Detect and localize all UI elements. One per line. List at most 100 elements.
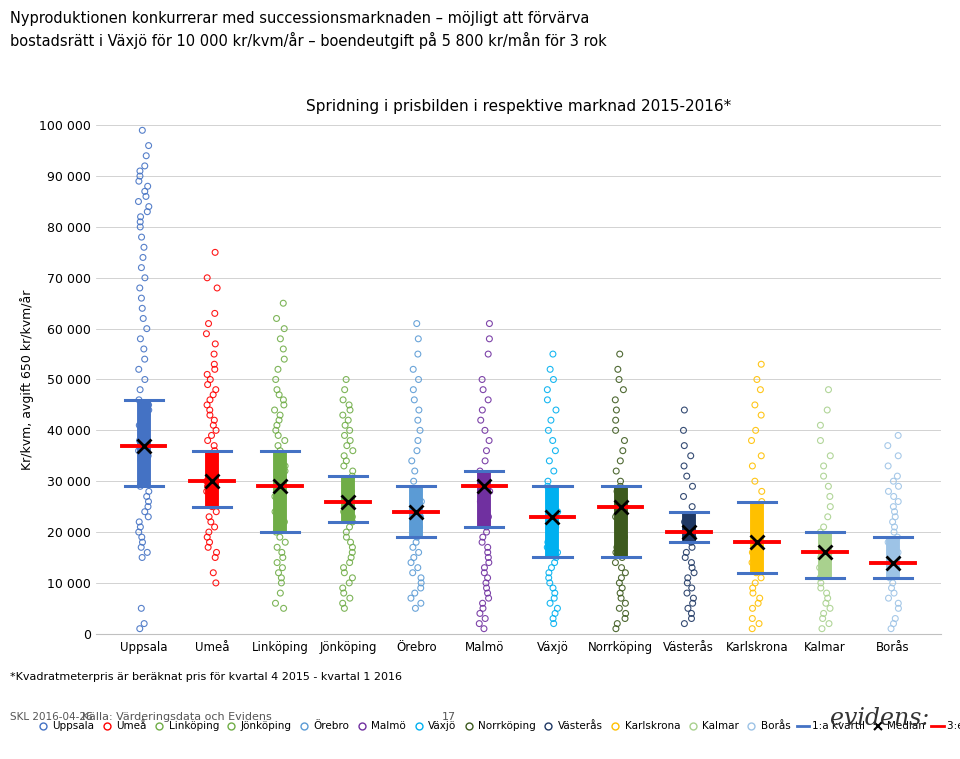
Point bbox=[885, 516, 900, 528]
Point bbox=[204, 465, 220, 477]
Point bbox=[614, 582, 630, 594]
Point bbox=[541, 567, 557, 579]
Point bbox=[744, 434, 759, 446]
Point bbox=[821, 531, 836, 543]
Point bbox=[472, 607, 488, 619]
Point bbox=[823, 449, 838, 461]
Point bbox=[684, 582, 700, 594]
Point bbox=[886, 526, 901, 538]
Point bbox=[883, 567, 899, 579]
Point bbox=[546, 465, 562, 477]
Point bbox=[474, 404, 490, 416]
Point bbox=[336, 562, 351, 574]
Point bbox=[277, 460, 293, 472]
Point bbox=[608, 511, 623, 523]
Point bbox=[816, 521, 831, 533]
Point bbox=[411, 404, 426, 416]
Point bbox=[612, 526, 628, 538]
Point bbox=[820, 592, 835, 604]
Point bbox=[481, 511, 496, 523]
Point bbox=[684, 613, 699, 625]
Point bbox=[135, 251, 151, 263]
Point bbox=[412, 521, 427, 533]
Point bbox=[339, 531, 354, 543]
Point bbox=[132, 394, 147, 406]
Point bbox=[141, 399, 156, 411]
Point bbox=[140, 180, 156, 192]
Point bbox=[542, 597, 558, 609]
Point bbox=[207, 338, 223, 350]
Point bbox=[608, 424, 623, 436]
Point bbox=[269, 313, 284, 325]
Point bbox=[888, 613, 903, 625]
Point bbox=[891, 480, 906, 493]
Point bbox=[750, 562, 765, 574]
Point bbox=[676, 424, 691, 436]
Point bbox=[337, 419, 352, 431]
Point bbox=[141, 485, 156, 497]
Point bbox=[677, 618, 692, 630]
Point bbox=[548, 521, 564, 533]
Point bbox=[749, 511, 764, 523]
Point bbox=[140, 501, 156, 513]
Point bbox=[612, 455, 628, 467]
Point bbox=[818, 536, 833, 548]
Point bbox=[200, 480, 215, 493]
Text: Källa: Värderingsdata och Evidens: Källa: Värderingsdata och Evidens bbox=[82, 712, 272, 722]
Point bbox=[479, 516, 494, 528]
Point bbox=[753, 383, 768, 395]
Point bbox=[131, 195, 146, 207]
Point bbox=[752, 531, 767, 543]
Point bbox=[414, 496, 429, 508]
Point bbox=[205, 490, 221, 502]
Point bbox=[133, 231, 149, 243]
Point bbox=[745, 460, 760, 472]
Point bbox=[403, 592, 419, 604]
Point bbox=[745, 613, 760, 625]
Point bbox=[745, 582, 760, 594]
Point bbox=[337, 430, 352, 442]
Point bbox=[612, 496, 627, 508]
Point bbox=[277, 465, 293, 477]
Point bbox=[275, 562, 290, 574]
Point bbox=[270, 521, 285, 533]
Point bbox=[615, 383, 631, 395]
Point bbox=[475, 531, 491, 543]
Point bbox=[268, 505, 283, 518]
Point bbox=[475, 597, 491, 609]
Point bbox=[410, 516, 425, 528]
Point bbox=[818, 597, 833, 609]
Point bbox=[609, 404, 624, 416]
Point bbox=[752, 618, 767, 630]
Point bbox=[336, 449, 351, 461]
Point bbox=[822, 546, 837, 559]
Point bbox=[747, 521, 762, 533]
Point bbox=[141, 404, 156, 416]
Point bbox=[482, 332, 497, 345]
Point bbox=[546, 496, 562, 508]
Point bbox=[610, 541, 625, 553]
Point bbox=[342, 399, 357, 411]
Point bbox=[274, 577, 289, 589]
Point bbox=[411, 373, 426, 386]
Point bbox=[270, 470, 285, 482]
Point bbox=[814, 622, 829, 635]
Point bbox=[409, 317, 424, 329]
Point bbox=[546, 618, 562, 630]
Point bbox=[540, 536, 556, 548]
Point bbox=[476, 622, 492, 635]
Point bbox=[272, 389, 287, 401]
Point bbox=[745, 622, 760, 635]
Point bbox=[683, 449, 698, 461]
Point bbox=[479, 521, 494, 533]
Point bbox=[132, 526, 147, 538]
Point bbox=[344, 551, 359, 563]
Point bbox=[207, 521, 223, 533]
Point bbox=[132, 211, 148, 223]
Point bbox=[822, 618, 837, 630]
Point bbox=[208, 424, 224, 436]
Point bbox=[545, 434, 561, 446]
Point bbox=[207, 445, 223, 457]
Point bbox=[546, 373, 562, 386]
Point bbox=[540, 541, 555, 553]
